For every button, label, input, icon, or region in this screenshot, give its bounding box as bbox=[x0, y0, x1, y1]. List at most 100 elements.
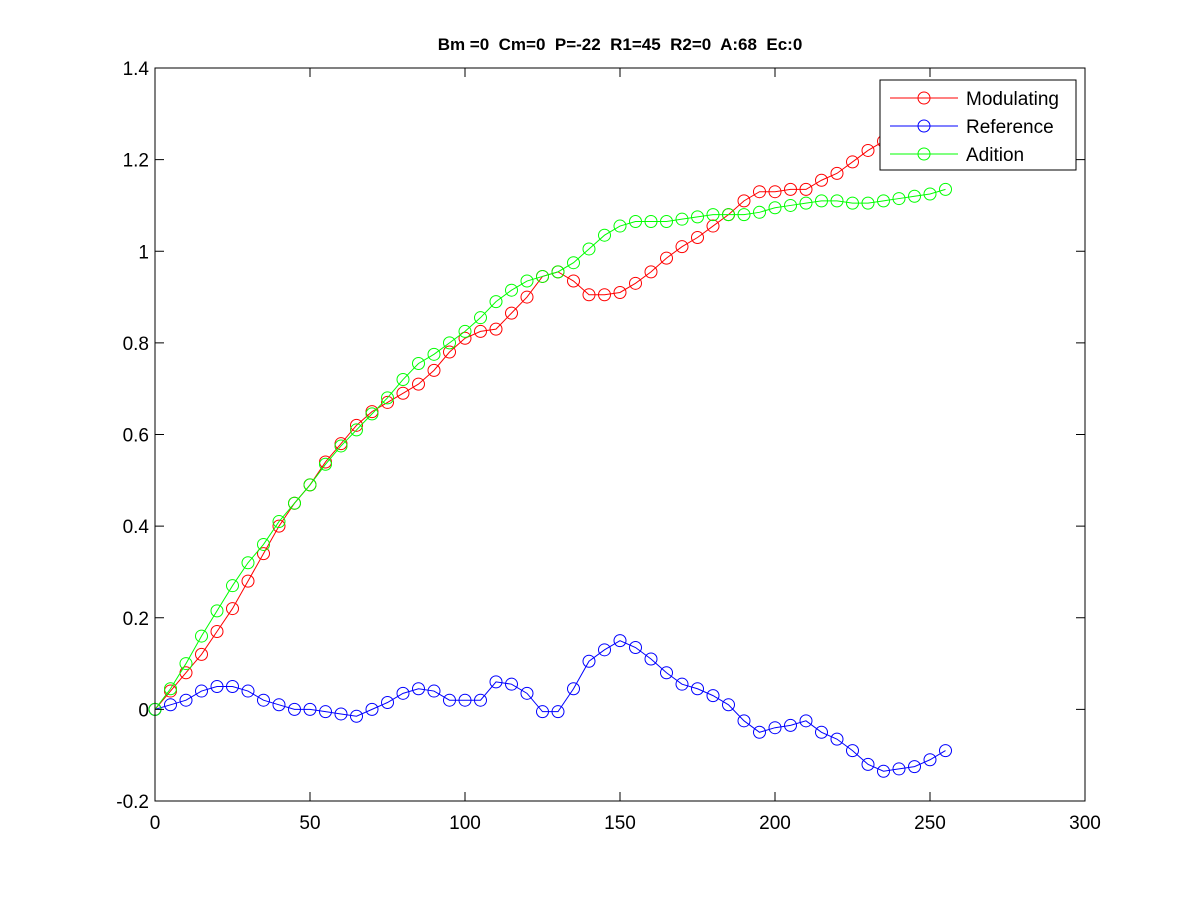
data-point bbox=[412, 682, 425, 696]
data-point bbox=[706, 219, 720, 233]
data-point bbox=[520, 686, 534, 700]
data-point bbox=[210, 604, 224, 618]
data-point bbox=[799, 196, 813, 210]
data-point bbox=[846, 155, 859, 169]
data-point bbox=[474, 324, 487, 338]
data-point bbox=[908, 189, 921, 203]
data-point bbox=[582, 242, 596, 256]
data-point bbox=[334, 707, 348, 721]
series-line bbox=[154, 188, 946, 710]
y-tick-label: 0.6 bbox=[123, 426, 149, 447]
data-point bbox=[923, 187, 937, 201]
data-point bbox=[443, 336, 456, 350]
data-point bbox=[241, 556, 255, 570]
data-point bbox=[505, 677, 518, 691]
data-point bbox=[768, 721, 782, 735]
data-point bbox=[489, 322, 503, 336]
data-point bbox=[877, 764, 890, 778]
data-point bbox=[505, 306, 518, 320]
data-point bbox=[815, 725, 828, 739]
legend-label: Modulating bbox=[966, 89, 1059, 110]
data-point bbox=[644, 652, 658, 666]
data-point bbox=[830, 166, 844, 180]
data-point bbox=[706, 689, 720, 703]
series-layer bbox=[148, 107, 952, 778]
data-point bbox=[722, 208, 735, 222]
y-tick-label: 0.4 bbox=[123, 517, 150, 538]
data-point bbox=[412, 356, 425, 370]
data-point bbox=[691, 231, 704, 245]
data-point bbox=[257, 537, 270, 551]
legend-marker bbox=[917, 119, 931, 133]
data-point bbox=[241, 574, 255, 588]
data-point bbox=[908, 760, 921, 774]
data-point bbox=[381, 395, 394, 409]
data-point bbox=[288, 496, 301, 510]
data-point bbox=[582, 654, 596, 668]
y-tick-label: 0.2 bbox=[123, 609, 149, 630]
data-point bbox=[164, 698, 177, 712]
data-point bbox=[303, 478, 317, 492]
data-point bbox=[675, 240, 689, 254]
data-point bbox=[551, 265, 565, 279]
data-point bbox=[830, 732, 844, 746]
series-line bbox=[154, 640, 946, 772]
data-point bbox=[815, 173, 828, 187]
legend: Modulating Reference Adition bbox=[879, 79, 1077, 171]
data-point bbox=[505, 283, 518, 297]
data-point bbox=[427, 347, 441, 361]
y-tick-label: 1.2 bbox=[123, 151, 149, 172]
data-point bbox=[598, 288, 611, 302]
data-point bbox=[226, 602, 239, 616]
x-tick-label: 100 bbox=[449, 813, 481, 834]
data-point bbox=[644, 214, 658, 228]
data-point bbox=[768, 201, 782, 215]
data-point bbox=[567, 256, 580, 270]
data-point bbox=[365, 407, 379, 421]
data-point bbox=[350, 423, 363, 437]
data-point bbox=[427, 363, 441, 377]
data-point bbox=[257, 693, 270, 707]
data-point bbox=[288, 702, 301, 716]
data-point bbox=[272, 698, 286, 712]
data-point bbox=[319, 705, 332, 719]
data-point bbox=[830, 194, 844, 208]
data-point bbox=[536, 705, 549, 719]
data-point bbox=[768, 185, 782, 199]
x-tick-label: 0 bbox=[150, 813, 161, 834]
data-point bbox=[458, 324, 472, 338]
data-point bbox=[458, 331, 472, 345]
data-point bbox=[861, 143, 875, 157]
y-tick-label: 1 bbox=[138, 242, 149, 263]
data-point bbox=[861, 196, 875, 210]
data-point bbox=[226, 579, 239, 593]
data-point bbox=[660, 214, 673, 228]
data-point bbox=[784, 198, 797, 212]
data-point bbox=[613, 285, 627, 299]
data-point bbox=[582, 288, 596, 302]
legend-marker bbox=[917, 147, 931, 161]
data-point bbox=[753, 185, 766, 199]
data-point bbox=[210, 679, 224, 693]
data-point bbox=[412, 377, 425, 391]
data-point bbox=[520, 290, 534, 304]
x-tick-label: 50 bbox=[299, 813, 320, 834]
data-point bbox=[877, 194, 890, 208]
data-point bbox=[939, 744, 952, 758]
data-point bbox=[226, 679, 239, 693]
data-point bbox=[474, 693, 487, 707]
data-point bbox=[861, 757, 875, 771]
data-point bbox=[660, 251, 673, 265]
data-point bbox=[241, 684, 255, 698]
data-point bbox=[691, 210, 704, 224]
data-point bbox=[706, 208, 720, 222]
data-point bbox=[629, 276, 642, 290]
legend-label: Adition bbox=[966, 145, 1024, 166]
x-tick-label: 200 bbox=[759, 813, 791, 834]
data-point bbox=[396, 686, 410, 700]
legend-label: Reference bbox=[966, 117, 1054, 138]
data-point bbox=[598, 643, 611, 657]
data-point bbox=[350, 709, 363, 723]
data-point bbox=[381, 391, 394, 405]
